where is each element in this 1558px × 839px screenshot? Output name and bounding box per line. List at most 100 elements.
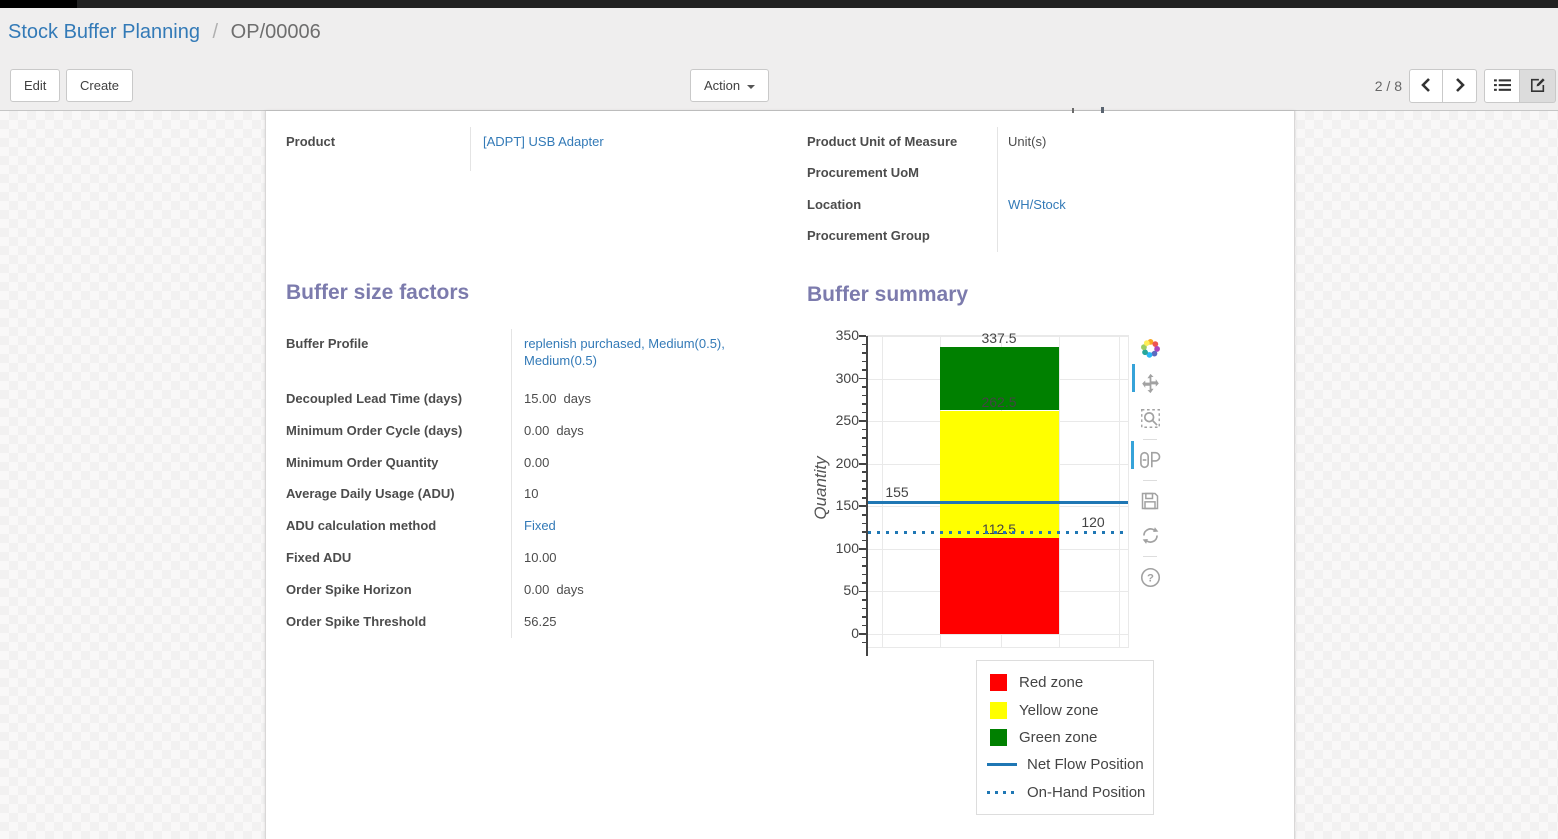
help-icon[interactable]: ? xyxy=(1140,567,1161,588)
save-icon[interactable] xyxy=(1140,491,1160,511)
y-tick-label: 150 xyxy=(835,497,859,514)
compare-hover-icon[interactable] xyxy=(1139,450,1161,470)
legend-swatch xyxy=(990,728,1007,746)
field-unit: days xyxy=(563,391,592,406)
legend-label: Green zone xyxy=(1019,728,1098,746)
legend-label: Net Flow Position xyxy=(1027,756,1144,774)
legend-swatch xyxy=(987,790,1017,794)
legend-label: Red zone xyxy=(1019,674,1084,692)
field-row: Buffer Profile replenish purchased, Mediu… xyxy=(286,329,778,384)
action-button-label: Action xyxy=(704,78,741,93)
bar-value-label: 112.5 xyxy=(982,521,1016,538)
field-row: Procurement UoM xyxy=(807,158,1281,190)
field-label: Decoupled Lead Time (days) xyxy=(286,384,512,416)
field-label: Location xyxy=(807,189,998,221)
field-value-link[interactable]: [ADPT] USB Adapter xyxy=(483,134,604,149)
breadcrumb-separator: / xyxy=(212,21,219,43)
field-value: 10.00 xyxy=(524,549,557,565)
legend-item[interactable]: On-Hand Position xyxy=(987,779,1149,806)
field-row: Minimum Order Quantity 0.00 xyxy=(286,447,778,480)
field-group-product: Product [ADPT] USB Adapter xyxy=(286,117,772,171)
reference-line-label: 120 xyxy=(1081,513,1105,530)
field-group-buffer-size-factors: Buffer Profile replenish purchased, Mediu… xyxy=(286,321,778,639)
field-value-link[interactable]: Fixed xyxy=(524,518,556,534)
field-row: ADU calculation method Fixed xyxy=(286,511,778,543)
zoom-icon[interactable] xyxy=(1140,408,1161,429)
chart-modebar: ? xyxy=(1131,331,1163,595)
pager-next-button[interactable] xyxy=(1443,69,1477,103)
clipped-text-fragment xyxy=(1101,107,1104,113)
legend-swatch xyxy=(987,763,1017,767)
plot-area: 112.5 262.5 337.5 155 120 xyxy=(859,330,1129,656)
field-label: Fixed ADU xyxy=(286,542,512,575)
y-tick-label: 50 xyxy=(843,582,859,599)
legend-swatch xyxy=(990,674,1007,692)
field-row: Decoupled Lead Time (days) 15.00 days xyxy=(286,384,778,416)
control-panel: Stock Buffer Planning / OP/00006 Edit Cr… xyxy=(0,8,1558,111)
field-label: ADU calculation method xyxy=(286,511,512,543)
y-tick-label: 300 xyxy=(835,369,859,386)
field-value: 15.00 xyxy=(524,391,557,406)
y-tick-label: 350 xyxy=(835,327,859,343)
y-tick-label: 250 xyxy=(835,412,859,429)
form-view-button[interactable] xyxy=(1520,69,1556,103)
pager-previous-button[interactable] xyxy=(1409,69,1443,103)
field-row: Product [ADPT] USB Adapter xyxy=(286,127,772,171)
reset-axes-icon[interactable] xyxy=(1140,525,1161,546)
legend-swatch xyxy=(990,701,1007,719)
field-label: Procurement Group xyxy=(807,220,998,253)
legend-label: On-Hand Position xyxy=(1027,783,1146,801)
content-background: Product [ADPT] USB Adapter Product Unit o… xyxy=(0,107,1558,839)
legend-item[interactable]: Net Flow Position xyxy=(987,751,1149,778)
yellow-zone-bar xyxy=(940,410,1059,539)
red-zone-bar xyxy=(940,538,1059,634)
legend-item[interactable]: Yellow zone xyxy=(990,696,1149,723)
breadcrumb-parent-link[interactable]: Stock Buffer Planning xyxy=(8,21,200,43)
edit-button[interactable]: Edit xyxy=(10,69,61,102)
legend-item[interactable]: Red zone xyxy=(990,669,1149,696)
field-value-link[interactable]: replenish purchased, Medium(0.5), Medium… xyxy=(524,336,725,368)
top-navbar xyxy=(0,0,1558,8)
field-row: Order Spike Horizon 0.00 days xyxy=(286,574,778,607)
y-axis-title: Quantity xyxy=(811,456,830,520)
caret-down-icon xyxy=(747,84,756,89)
green-zone-bar xyxy=(940,346,1059,411)
y-tick-label: 100 xyxy=(835,539,859,556)
field-value: 0.00 xyxy=(524,581,550,597)
field-value: 0.00 xyxy=(524,422,550,438)
list-icon xyxy=(1493,78,1511,95)
pan-icon[interactable] xyxy=(1140,373,1161,394)
plotly-logo-icon[interactable] xyxy=(1140,338,1161,359)
field-unit: days xyxy=(556,422,584,438)
field-row: Order Spike Threshold 56.25 xyxy=(286,606,778,639)
field-value-link[interactable]: WH/Stock xyxy=(1008,196,1066,212)
edit-form-icon xyxy=(1530,77,1546,96)
field-row: Minimum Order Cycle (days) 0.00 days xyxy=(286,415,778,448)
action-dropdown-button[interactable]: Action xyxy=(690,69,770,102)
field-value: Unit(s) xyxy=(1008,134,1047,149)
field-value: 56.25 xyxy=(524,613,557,629)
clipped-text-fragment xyxy=(1072,108,1074,113)
pager-buttons xyxy=(1409,69,1477,103)
svg-text:?: ? xyxy=(1147,572,1154,584)
breadcrumb: Stock Buffer Planning / OP/00006 xyxy=(8,21,321,44)
chart-legend: Red zone Yellow zone Green zone Net Flow Po… xyxy=(976,660,1154,815)
on-hand-position-line xyxy=(868,530,1128,534)
field-label: Buffer Profile xyxy=(286,329,512,384)
y-tick-label: 0 xyxy=(851,625,859,641)
y-tick-label: 200 xyxy=(835,454,859,471)
create-button[interactable]: Create xyxy=(66,69,134,102)
list-view-button[interactable] xyxy=(1484,69,1520,103)
field-group-uom-location: Product Unit of Measure Unit(s) Procuremen… xyxy=(807,117,1281,253)
field-unit: days xyxy=(556,581,584,597)
chevron-right-icon xyxy=(1454,77,1466,95)
field-value: 10 xyxy=(524,486,539,502)
view-switcher xyxy=(1484,69,1556,103)
chevron-left-icon xyxy=(1420,77,1432,95)
field-label: Order Spike Horizon xyxy=(286,574,512,607)
breadcrumb-current: OP/00006 xyxy=(230,21,321,43)
legend-item[interactable]: Green zone xyxy=(990,724,1149,751)
modebar-separator xyxy=(1143,480,1157,481)
field-row: Product Unit of Measure Unit(s) xyxy=(807,127,1281,159)
modebar-separator xyxy=(1143,439,1157,440)
